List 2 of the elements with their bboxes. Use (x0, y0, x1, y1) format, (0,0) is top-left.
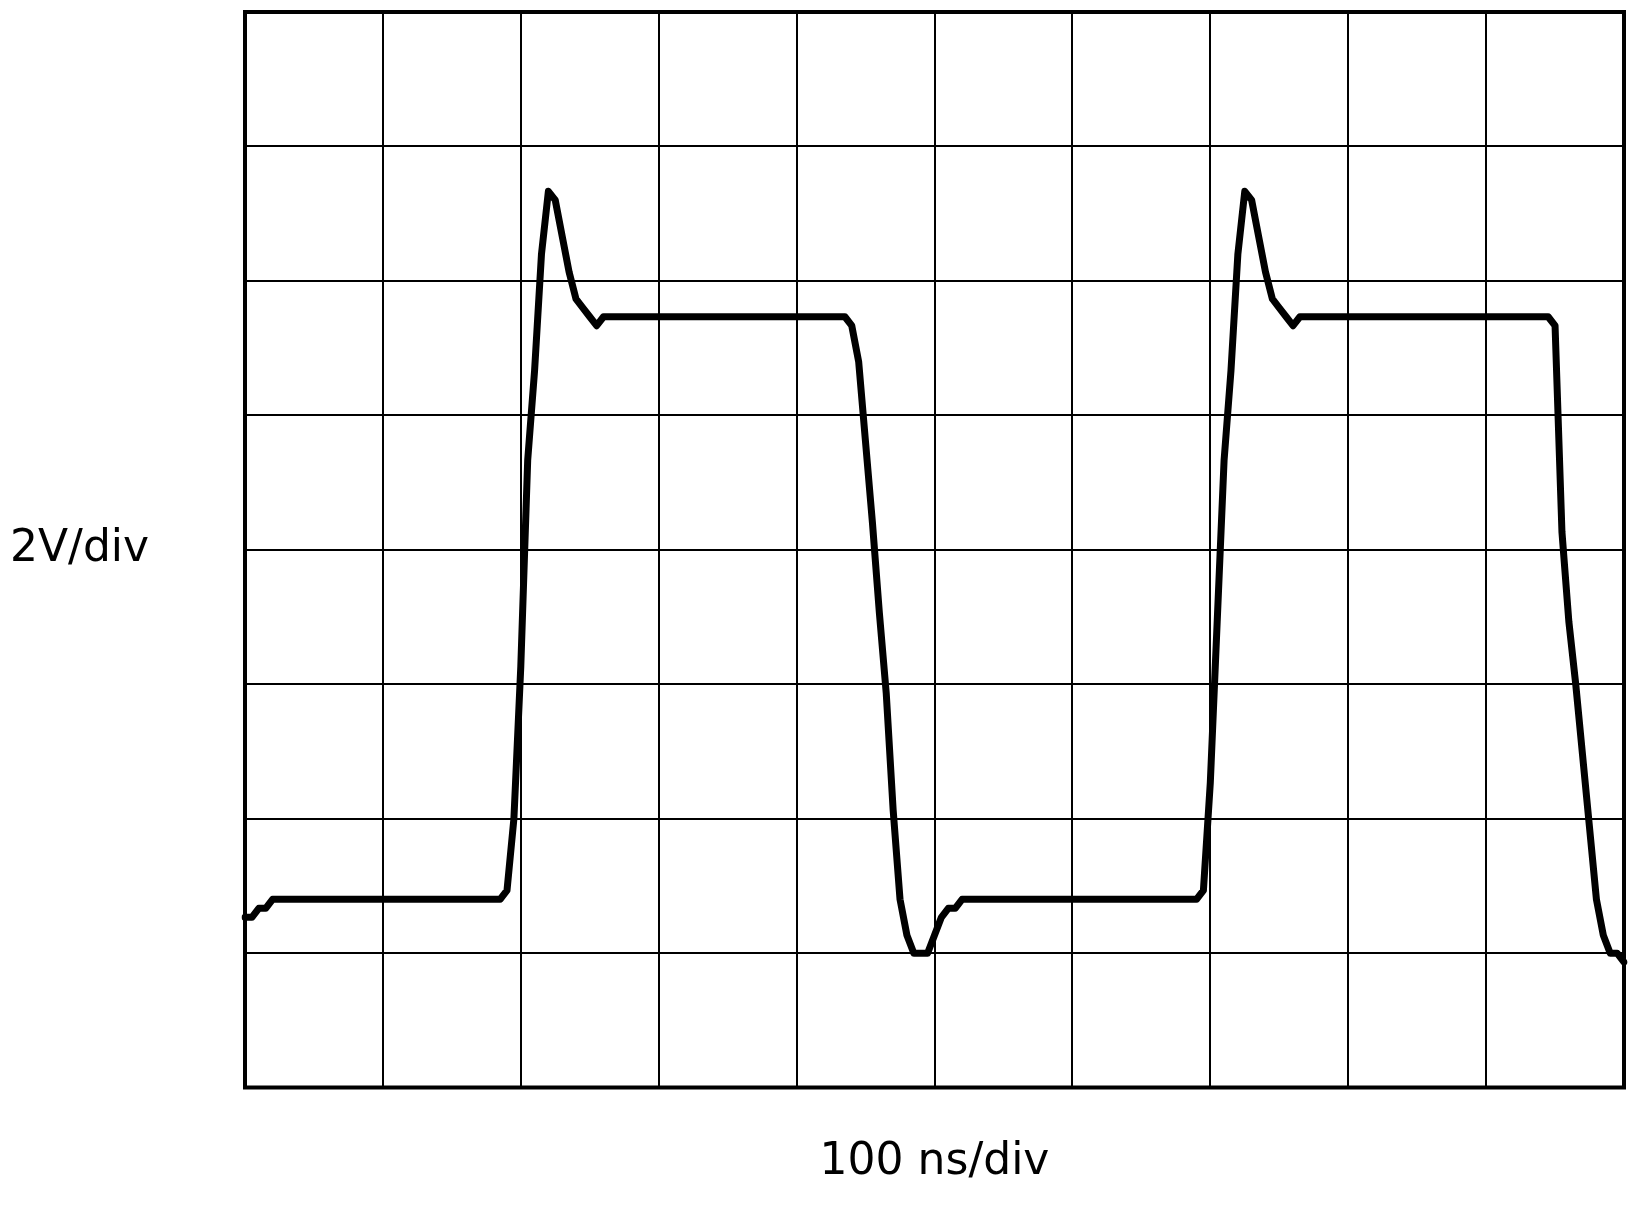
x-axis-title: 100 ns/div (819, 1133, 1050, 1185)
y-axis-title: 2V/div (10, 520, 150, 572)
